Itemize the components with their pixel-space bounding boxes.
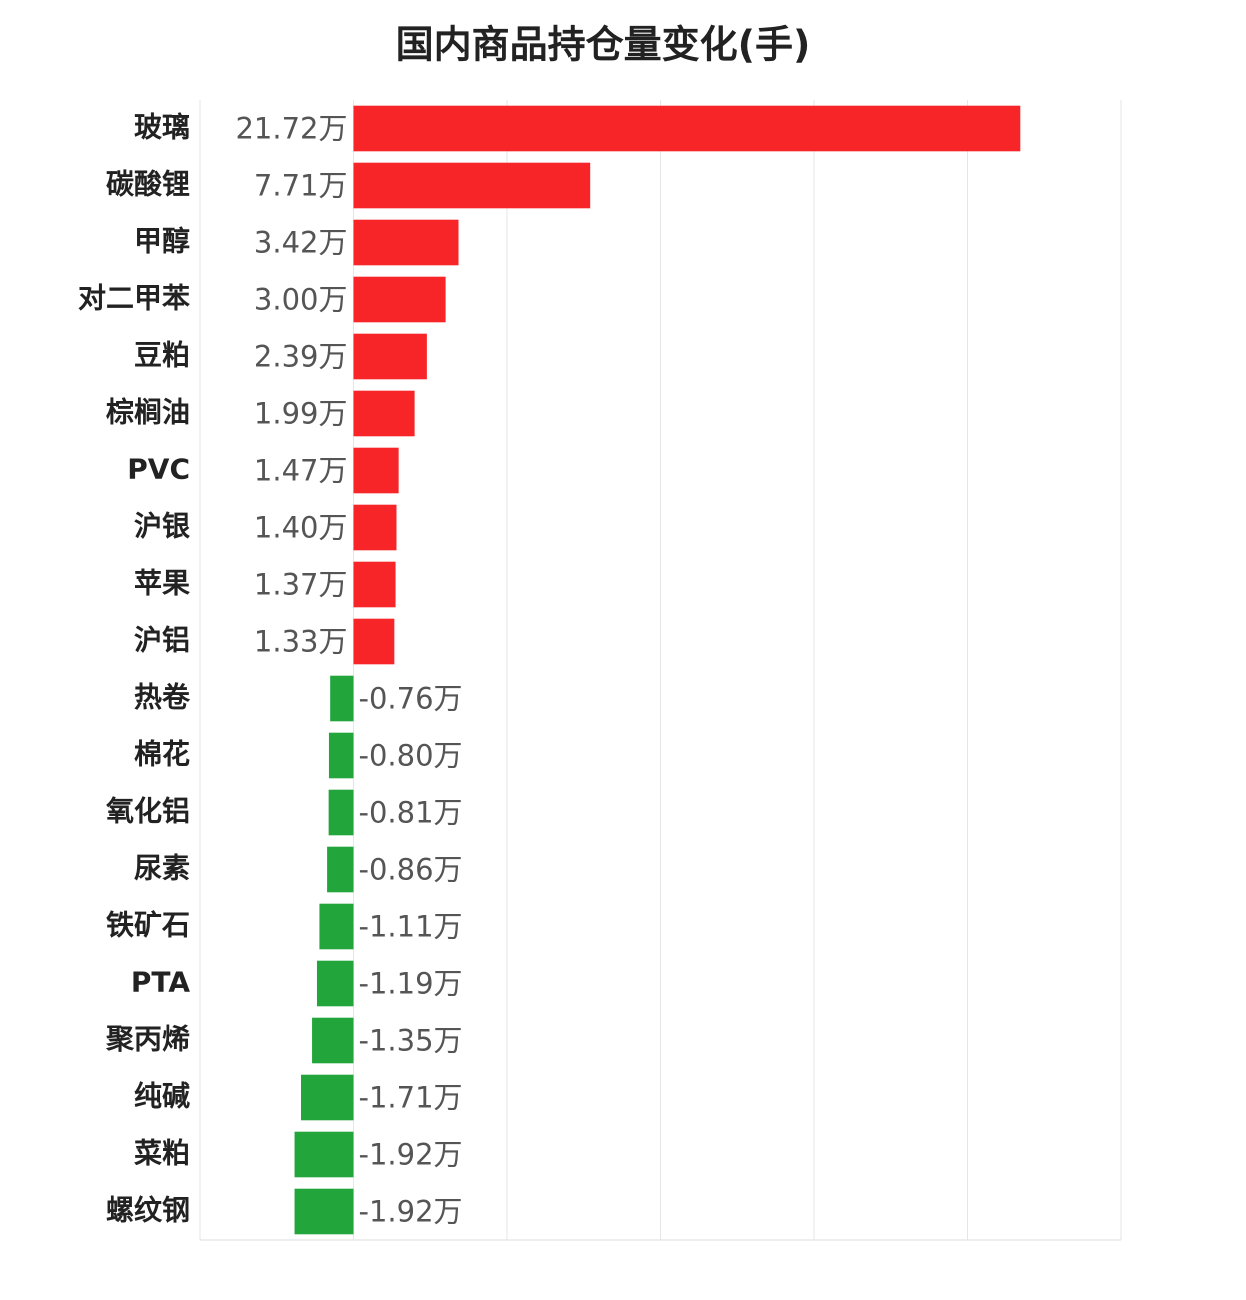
value-label: -0.80万 xyxy=(359,739,463,773)
y-tick-label: 菜粕 xyxy=(134,1137,190,1170)
y-tick-label: 对二甲苯 xyxy=(78,282,190,315)
value-label: 1.37万 xyxy=(254,568,348,602)
bar xyxy=(353,333,427,380)
bar xyxy=(353,504,397,551)
value-label: 1.33万 xyxy=(254,625,348,659)
bar xyxy=(353,447,399,494)
y-tick-label: 棉花 xyxy=(134,738,190,771)
y-tick-label: 聚丙烯 xyxy=(105,1023,190,1056)
bar xyxy=(316,960,354,1007)
y-tick-label: 纯碱 xyxy=(134,1080,190,1113)
bar xyxy=(294,1131,354,1178)
value-label: -1.92万 xyxy=(359,1138,463,1172)
bar xyxy=(353,276,446,323)
y-tick-label: PVC xyxy=(127,453,190,486)
y-tick-label: 铁矿石 xyxy=(106,909,190,942)
bar xyxy=(353,561,396,608)
bar xyxy=(301,1074,354,1121)
bar xyxy=(353,162,591,209)
value-label: 2.39万 xyxy=(254,340,348,374)
value-label: -1.71万 xyxy=(359,1081,463,1115)
value-label: -1.19万 xyxy=(359,967,463,1001)
bar xyxy=(330,675,354,722)
bar xyxy=(353,618,395,665)
y-tick-label: 棕榈油 xyxy=(106,396,190,429)
y-tick-label: 豆粕 xyxy=(134,339,190,372)
value-label: 1.47万 xyxy=(254,454,348,488)
bar xyxy=(353,219,459,266)
value-label: 7.71万 xyxy=(254,169,348,203)
y-tick-label: 热卷 xyxy=(134,681,191,714)
value-label: 3.00万 xyxy=(254,283,348,317)
value-label: 1.40万 xyxy=(254,511,348,545)
value-label: -0.76万 xyxy=(359,682,463,716)
y-tick-label: PTA xyxy=(131,966,190,999)
y-tick-label: 苹果 xyxy=(134,567,190,600)
y-tick-label: 沪铝 xyxy=(134,624,190,657)
value-label: -1.11万 xyxy=(359,910,463,944)
value-label: 3.42万 xyxy=(254,226,348,260)
value-label: -0.86万 xyxy=(359,853,463,887)
y-tick-label: 碳酸锂 xyxy=(106,168,190,201)
value-label: -1.92万 xyxy=(359,1195,463,1229)
bar xyxy=(294,1188,354,1235)
value-label: 1.99万 xyxy=(254,397,348,431)
bar xyxy=(312,1017,354,1064)
y-tick-label: 玻璃 xyxy=(134,111,190,144)
y-tick-label: 氧化铝 xyxy=(106,795,190,828)
value-label: 21.72万 xyxy=(235,112,347,146)
y-tick-label: 尿素 xyxy=(134,852,190,885)
bar xyxy=(328,732,354,779)
bar xyxy=(327,846,354,893)
y-tick-label: 螺纹钢 xyxy=(106,1194,190,1227)
bar xyxy=(353,390,415,437)
value-label: -0.81万 xyxy=(359,796,463,830)
bar xyxy=(353,105,1021,152)
y-tick-label: 沪银 xyxy=(134,510,191,543)
bar xyxy=(328,789,354,836)
chart-title: 国内商品持仓量变化(手) xyxy=(396,23,811,67)
y-tick-label: 甲醇 xyxy=(134,225,190,258)
value-label: -1.35万 xyxy=(359,1024,463,1058)
bar xyxy=(319,903,354,950)
